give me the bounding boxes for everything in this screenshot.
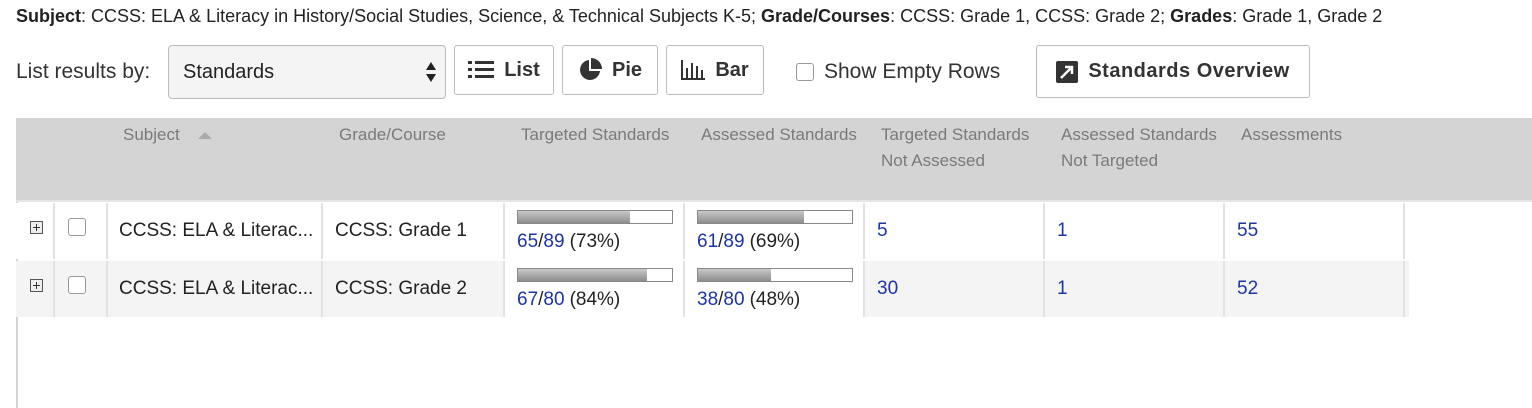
bar-icon bbox=[681, 60, 706, 80]
progress-bar bbox=[517, 210, 673, 224]
count-link[interactable]: 61 bbox=[697, 231, 719, 252]
bar-button[interactable]: Bar bbox=[666, 45, 764, 95]
progress-fill bbox=[698, 269, 772, 281]
count-link[interactable]: 1 bbox=[1057, 220, 1068, 241]
targeted-cell: 65/89 (73%) bbox=[505, 203, 685, 259]
total-link[interactable]: 80 bbox=[543, 289, 565, 310]
empty-rows-checkbox[interactable] bbox=[796, 63, 814, 81]
count-link[interactable]: 67 bbox=[517, 289, 539, 310]
percent: (73%) bbox=[569, 231, 621, 252]
button-label: Bar bbox=[715, 58, 749, 81]
filter-label: Subject bbox=[16, 6, 82, 26]
table-row: CCSS: ELA & Literac... CCSS: Grade 2 67/80… bbox=[16, 261, 1409, 317]
percent: (84%) bbox=[569, 289, 621, 310]
percent: (69%) bbox=[749, 231, 801, 252]
progress-text: 67/80 (84%) bbox=[517, 289, 620, 311]
select-arrows bbox=[426, 62, 436, 82]
filter-value: : CCSS: Grade 1, CCSS: Grade 2; bbox=[890, 6, 1171, 26]
not-targeted-cell: 1 bbox=[1045, 203, 1225, 259]
subject-cell: CCSS: ELA & Literac... bbox=[107, 203, 323, 259]
assessed-cell: 38/80 (48%) bbox=[685, 261, 865, 317]
progress-bar bbox=[697, 210, 853, 224]
row-checkbox[interactable] bbox=[68, 218, 86, 236]
total-link[interactable]: 89 bbox=[543, 231, 565, 252]
column-header: Assessed Standards Not Targeted bbox=[1061, 125, 1217, 170]
percent: (48%) bbox=[749, 289, 801, 310]
filter-summary: Subject: CCSS: ELA & Literacy in History… bbox=[16, 6, 1382, 27]
expand-toggle[interactable] bbox=[30, 278, 43, 292]
count-link[interactable]: 65 bbox=[517, 231, 539, 252]
button-label: List bbox=[504, 58, 540, 81]
column-header: Targeted Standards bbox=[521, 125, 670, 144]
progress-bar bbox=[697, 268, 853, 282]
filter-label: Grades bbox=[1170, 6, 1233, 26]
total-link[interactable]: 89 bbox=[723, 231, 745, 252]
assessments-cell: 55 bbox=[1225, 203, 1405, 259]
column-header: Assessments bbox=[1241, 125, 1343, 144]
targeted-cell: 67/80 (84%) bbox=[505, 261, 685, 317]
column-header: Subject bbox=[123, 125, 180, 144]
filter-label: Grade/Courses bbox=[761, 6, 891, 26]
separator: / bbox=[718, 289, 724, 310]
assessments-cell: 52 bbox=[1225, 261, 1405, 317]
list-button[interactable]: List bbox=[454, 45, 554, 95]
progress-bar bbox=[517, 268, 673, 282]
sort-arrow[interactable] bbox=[197, 130, 213, 140]
column-header: Targeted Standards Not Assessed bbox=[881, 125, 1030, 170]
row-checkbox[interactable] bbox=[68, 276, 86, 294]
progress-text: 38/80 (48%) bbox=[697, 289, 800, 311]
button-label: Standards Overview bbox=[1088, 60, 1290, 82]
expand-cell bbox=[16, 203, 55, 259]
separator: / bbox=[718, 231, 724, 252]
list-by-label: List results by: bbox=[16, 60, 151, 83]
count-link[interactable]: 1 bbox=[1057, 278, 1068, 299]
plus bbox=[36, 281, 37, 289]
progress-fill bbox=[698, 211, 804, 223]
grade-cell: CCSS: Grade 2 bbox=[323, 261, 505, 317]
expand-toggle[interactable] bbox=[30, 220, 43, 234]
plus bbox=[36, 223, 37, 231]
progress-text: 61/89 (69%) bbox=[697, 231, 800, 253]
overview-icon bbox=[1056, 60, 1079, 83]
overview-button[interactable]: Standards Overview bbox=[1036, 45, 1310, 98]
count-link[interactable]: 55 bbox=[1237, 220, 1259, 241]
assessed-cell: 61/89 (69%) bbox=[685, 203, 865, 259]
separator: / bbox=[538, 231, 544, 252]
column-header: Grade/Course bbox=[339, 125, 446, 144]
column-header: Assessed Standards bbox=[701, 125, 857, 144]
expand-cell bbox=[16, 261, 55, 317]
progress-fill bbox=[518, 269, 647, 281]
grade-cell: CCSS: Grade 1 bbox=[323, 203, 505, 259]
select-value: Standards bbox=[183, 60, 275, 83]
checkbox-cell bbox=[55, 203, 108, 259]
progress-text: 65/89 (73%) bbox=[517, 231, 620, 253]
checkbox-label: Show Empty Rows bbox=[824, 60, 1001, 83]
button-label: Pie bbox=[611, 58, 643, 81]
count-link[interactable]: 5 bbox=[877, 220, 888, 241]
progress-fill bbox=[518, 211, 631, 223]
not-assessed-cell: 5 bbox=[865, 203, 1045, 259]
not-targeted-cell: 1 bbox=[1045, 261, 1225, 317]
list-icon bbox=[468, 61, 495, 78]
count-link[interactable]: 52 bbox=[1237, 278, 1259, 299]
table-row: CCSS: ELA & Literac... CCSS: Grade 1 65/89… bbox=[16, 203, 1409, 259]
table-header: Subject Grade/Course Targeted Standards Ass… bbox=[16, 118, 1532, 202]
checkbox-cell bbox=[55, 261, 108, 317]
count-link[interactable]: 38 bbox=[697, 289, 719, 310]
pie-button[interactable]: Pie bbox=[562, 45, 658, 95]
separator: / bbox=[538, 289, 544, 310]
filter-value: : CCSS: ELA & Literacy in History/Social… bbox=[81, 6, 761, 26]
not-assessed-cell: 30 bbox=[865, 261, 1045, 317]
filter-value: : Grade 1, Grade 2 bbox=[1232, 6, 1383, 26]
pie-icon bbox=[580, 58, 602, 80]
total-link[interactable]: 80 bbox=[723, 289, 745, 310]
results-select[interactable]: Standards bbox=[168, 45, 446, 99]
count-link[interactable]: 30 bbox=[877, 278, 899, 299]
subject-cell: CCSS: ELA & Literac... bbox=[107, 261, 323, 317]
